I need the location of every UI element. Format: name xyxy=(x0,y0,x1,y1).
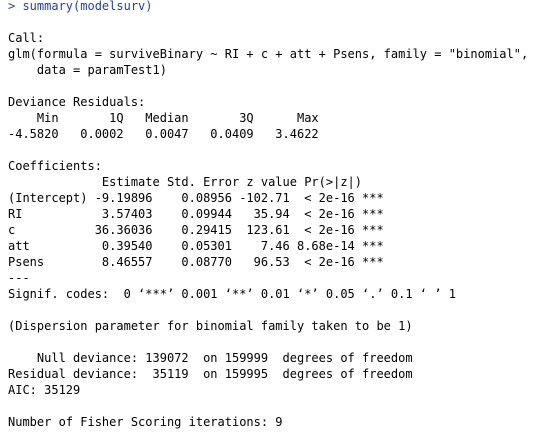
deviance-residuals-values: -4.5820 0.0002 0.0047 0.0409 3.4622 xyxy=(8,127,334,141)
coefficient-row: (Intercept) -9.19896 0.08956 -102.71 < 2… xyxy=(8,191,384,205)
deviance-residuals-header: Deviance Residuals: xyxy=(8,95,146,109)
fisher-iterations-line: Number of Fisher Scoring iterations: 9 xyxy=(8,415,283,429)
call-formula-line: glm(formula = surviveBinary ~ RI + c + a… xyxy=(8,47,529,61)
command-line: > summary(modelsurv) xyxy=(8,0,538,14)
aic-line: AIC: 35129 xyxy=(8,383,81,397)
blank-line xyxy=(8,78,538,94)
blank-line xyxy=(8,398,538,414)
signif-codes-line: Signif. codes: 0 ‘***’ 0.001 ‘**’ 0.01 ‘… xyxy=(8,287,456,301)
blank-line xyxy=(8,302,538,318)
call-header: Call: xyxy=(8,31,45,45)
coefficient-row: att 0.39540 0.05301 7.46 8.68e-14 *** xyxy=(8,239,384,253)
prompt-symbol: > xyxy=(8,0,23,13)
command-text: summary(modelsurv) xyxy=(22,0,153,13)
coefficient-row: c 36.36036 0.29415 123.61 < 2e-16 *** xyxy=(8,223,384,237)
deviance-residuals-labels: Min 1Q Median 3Q Max xyxy=(8,111,334,125)
blank-line xyxy=(8,14,538,30)
blank-line xyxy=(8,142,538,158)
dispersion-line: (Dispersion parameter for binomial famil… xyxy=(8,319,413,333)
coefficient-row: RI 3.57403 0.09944 35.94 < 2e-16 *** xyxy=(8,207,384,221)
call-data-line: data = paramTest1) xyxy=(8,63,167,77)
separator-line: --- xyxy=(8,271,30,285)
r-console-output: > summary(modelsurv) Call: glm(formula =… xyxy=(8,0,538,431)
residual-deviance-line: Residual deviance: 35119 on 159995 degre… xyxy=(8,367,413,381)
coefficients-column-headers: Estimate Std. Error z value Pr(>|z|) xyxy=(8,175,391,189)
null-deviance-line: Null deviance: 139072 on 159999 degrees … xyxy=(8,351,413,365)
coefficient-row: Psens 8.46557 0.08770 96.53 < 2e-16 *** xyxy=(8,255,384,269)
blank-line xyxy=(8,334,538,350)
coefficients-header: Coefficients: xyxy=(8,159,102,173)
